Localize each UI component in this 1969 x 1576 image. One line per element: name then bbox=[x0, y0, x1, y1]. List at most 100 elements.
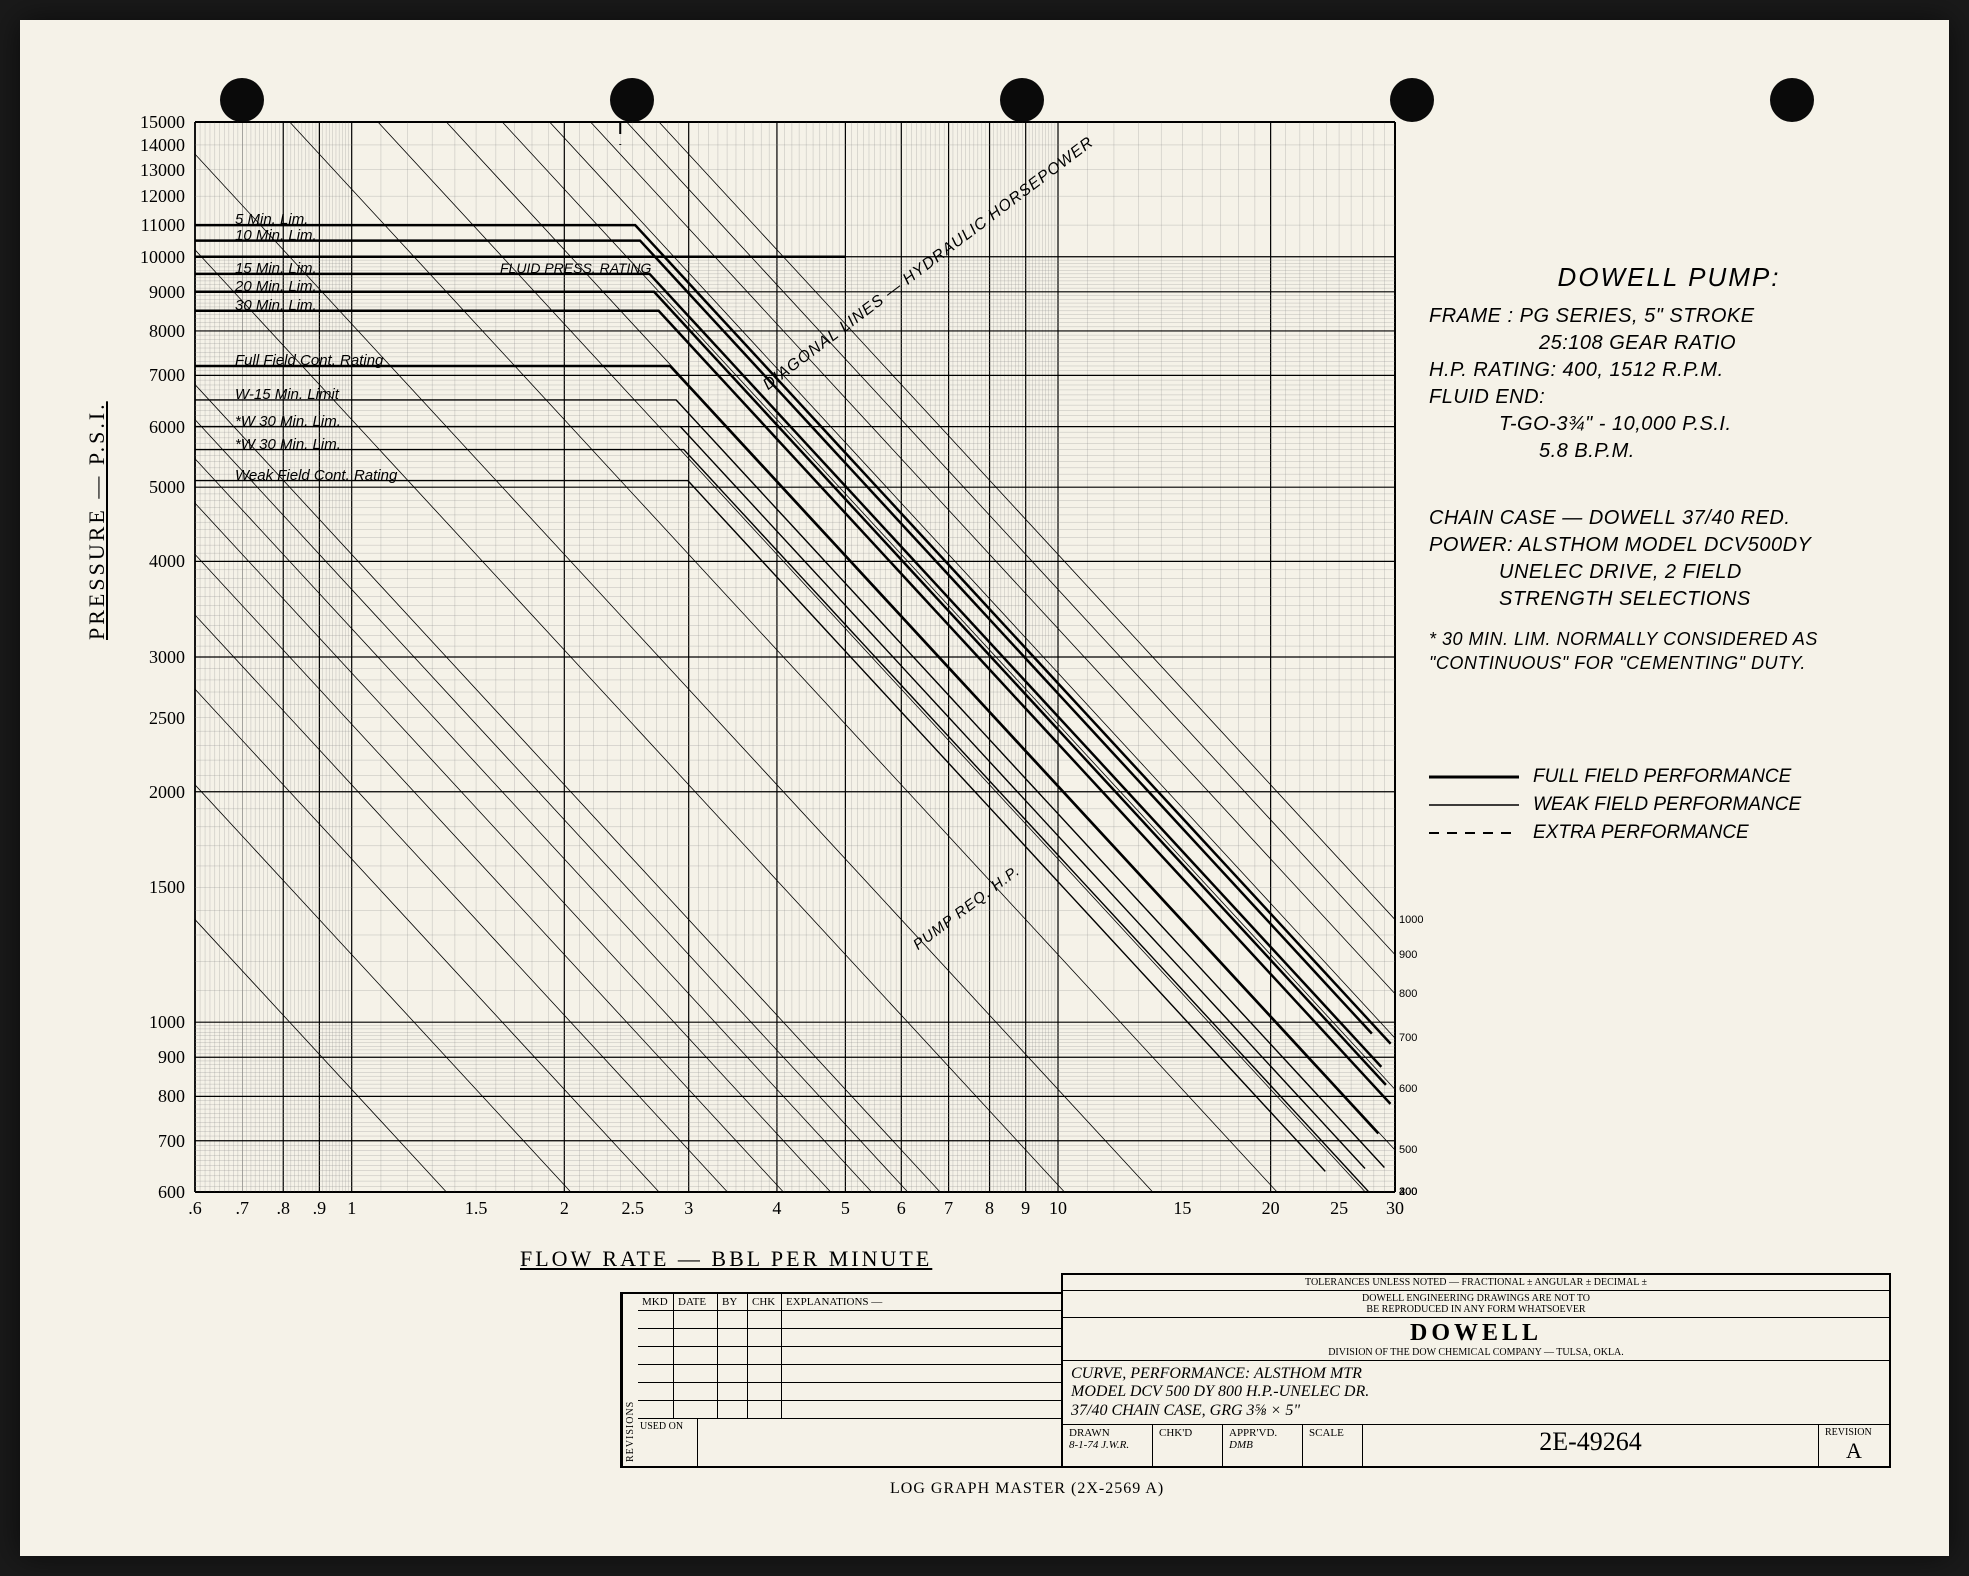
legend-swatch-full bbox=[1429, 772, 1519, 782]
y-tick: 800 bbox=[125, 1086, 185, 1107]
pump-title: DOWELL PUMP: bbox=[1429, 260, 1909, 295]
used-on-label: USED ON bbox=[638, 1419, 698, 1466]
x-tick: .8 bbox=[276, 1198, 290, 1219]
legend-swatch-weak bbox=[1429, 800, 1519, 810]
x-tick: .6 bbox=[188, 1198, 202, 1219]
x-tick: 5 bbox=[841, 1198, 850, 1219]
legend-full-label: FULL FIELD PERFORMANCE bbox=[1533, 766, 1791, 788]
frame-line: FRAME : PG SERIES, 5" STROKE bbox=[1429, 303, 1909, 330]
revision-header-row: MKD DATE BY CHK EXPLANATIONS — bbox=[638, 1294, 1098, 1311]
x-tick: 2.5 bbox=[622, 1198, 645, 1219]
gear-ratio: 25:108 GEAR RATIO bbox=[1429, 330, 1909, 357]
legend-swatch-extra bbox=[1429, 828, 1519, 838]
drawing-number: 2E-49264 bbox=[1363, 1425, 1819, 1466]
x-tick: 30 bbox=[1386, 1198, 1404, 1219]
x-tick: 2 bbox=[560, 1198, 569, 1219]
y-tick: 3000 bbox=[125, 647, 185, 668]
cementing-note: * 30 MIN. LIM. NORMALLY CONSIDERED AS "C… bbox=[1429, 627, 1909, 676]
x-tick: 8 bbox=[985, 1198, 994, 1219]
y-tick: 12000 bbox=[125, 186, 185, 207]
x-tick: 3 bbox=[684, 1198, 693, 1219]
y-tick: 14000 bbox=[125, 135, 185, 156]
y-tick: 13000 bbox=[125, 160, 185, 181]
revision-table: REVISIONS MKD DATE BY CHK EXPLANATIONS —… bbox=[620, 1292, 1100, 1468]
rev-hdr-chk: CHK bbox=[748, 1294, 782, 1310]
x-tick: .9 bbox=[313, 1198, 327, 1219]
revision-value: A bbox=[1825, 1438, 1883, 1464]
chain-case: CHAIN CASE — DOWELL 37/40 RED. bbox=[1429, 505, 1909, 532]
fluid-end-bpm: 5.8 B.P.M. bbox=[1429, 438, 1909, 465]
hp-scale-value: 600 bbox=[1399, 1083, 1417, 1095]
hp-scale-value: 500 bbox=[1399, 1144, 1417, 1156]
legend: FULL FIELD PERFORMANCE WEAK FIELD PERFOR… bbox=[1429, 760, 1909, 850]
title-block: TOLERANCES UNLESS NOTED — FRACTIONAL ± A… bbox=[1061, 1273, 1891, 1468]
y-tick: 15000 bbox=[125, 112, 185, 133]
punch-hole bbox=[1770, 78, 1814, 122]
drawn-label: DRAWN bbox=[1069, 1427, 1146, 1439]
legend-extra-label: EXTRA PERFORMANCE bbox=[1533, 822, 1749, 844]
x-tick: 1.5 bbox=[465, 1198, 488, 1219]
power-line1: POWER: ALSTHOM MODEL DCV500DY bbox=[1429, 532, 1909, 559]
apprvd-value: DMB bbox=[1229, 1439, 1296, 1451]
y-tick: 2000 bbox=[125, 782, 185, 803]
log-graph-master-note: LOG GRAPH MASTER (2X-2569 A) bbox=[890, 1480, 1164, 1498]
y-tick: 1500 bbox=[125, 877, 185, 898]
x-tick: 4 bbox=[772, 1198, 781, 1219]
y-tick: 600 bbox=[125, 1182, 185, 1203]
hp-scale-value: 800 bbox=[1399, 988, 1417, 1000]
company-name: DOWELL bbox=[1069, 1320, 1883, 1347]
scale-label: SCALE bbox=[1303, 1425, 1363, 1466]
fluid-end-label: FLUID END: bbox=[1429, 384, 1909, 411]
rev-hdr-expl: EXPLANATIONS — bbox=[782, 1294, 1098, 1310]
y-tick: 5000 bbox=[125, 477, 185, 498]
y-axis-label: PRESSURE — P.S.I. bbox=[84, 401, 110, 640]
y-tick: 10000 bbox=[125, 247, 185, 268]
apprvd-label: APPR'VD. bbox=[1229, 1427, 1296, 1439]
y-tick: 6000 bbox=[125, 417, 185, 438]
power-line3: STRENGTH SELECTIONS bbox=[1429, 586, 1909, 613]
hp-scale-value: 200 bbox=[1399, 1186, 1417, 1198]
company-division: DIVISION OF THE DOW CHEMICAL COMPANY — T… bbox=[1069, 1347, 1883, 1358]
rev-hdr-date: DATE bbox=[674, 1294, 718, 1310]
x-tick: 1 bbox=[347, 1198, 356, 1219]
rev-hdr-mkd: MKD bbox=[638, 1294, 674, 1310]
proprietary-note-1: DOWELL ENGINEERING DRAWINGS ARE NOT TO bbox=[1069, 1293, 1883, 1304]
x-tick: 15 bbox=[1173, 1198, 1191, 1219]
x-tick: 25 bbox=[1330, 1198, 1348, 1219]
log-log-chart bbox=[150, 110, 1440, 1220]
x-tick: 7 bbox=[944, 1198, 953, 1219]
rev-hdr-by: BY bbox=[718, 1294, 748, 1310]
fluid-end-value: T-GO-3¾" - 10,000 P.S.I. bbox=[1429, 411, 1909, 438]
y-tick: 7000 bbox=[125, 365, 185, 386]
legend-weak-label: WEAK FIELD PERFORMANCE bbox=[1533, 794, 1801, 816]
pump-spec-panel: DOWELL PUMP: FRAME : PG SERIES, 5" STROK… bbox=[1429, 260, 1909, 690]
hp-rating: H.P. RATING: 400, 1512 R.P.M. bbox=[1429, 357, 1909, 384]
x-axis-label: FLOW RATE — BBL PER MINUTE bbox=[520, 1246, 932, 1272]
y-tick: 9000 bbox=[125, 282, 185, 303]
proprietary-note-2: BE REPRODUCED IN ANY FORM WHATSOEVER bbox=[1069, 1304, 1883, 1315]
y-tick: 2500 bbox=[125, 708, 185, 729]
power-line2: UNELEC DRIVE, 2 FIELD bbox=[1429, 559, 1909, 586]
x-tick: .7 bbox=[236, 1198, 250, 1219]
x-tick: 10 bbox=[1049, 1198, 1067, 1219]
x-tick: 6 bbox=[897, 1198, 906, 1219]
y-tick: 8000 bbox=[125, 321, 185, 342]
revision-label: REVISION bbox=[1825, 1427, 1883, 1438]
revisions-side-label: REVISIONS bbox=[622, 1294, 638, 1466]
y-tick: 1000 bbox=[125, 1012, 185, 1033]
curve-title-2: MODEL DCV 500 DY 800 H.P.-UNELEC DR. bbox=[1071, 1383, 1881, 1401]
x-tick: 9 bbox=[1021, 1198, 1030, 1219]
drawn-value: 8-1-74 J.W.R. bbox=[1069, 1439, 1146, 1451]
y-tick: 900 bbox=[125, 1047, 185, 1068]
hp-scale-value: 700 bbox=[1399, 1032, 1417, 1044]
x-tick: 20 bbox=[1262, 1198, 1280, 1219]
curve-title-1: CURVE, PERFORMANCE: ALSTHOM MTR bbox=[1071, 1365, 1881, 1383]
tolerances-note: TOLERANCES UNLESS NOTED — FRACTIONAL ± A… bbox=[1063, 1275, 1889, 1290]
chkd-label: CHK'D bbox=[1153, 1425, 1223, 1466]
curve-title-3: 37/40 CHAIN CASE, GRG 3⅝ × 5" bbox=[1071, 1402, 1881, 1420]
hp-scale-value: 900 bbox=[1399, 949, 1417, 961]
y-tick: 11000 bbox=[125, 215, 185, 236]
hp-scale-value: 1000 bbox=[1399, 914, 1423, 926]
y-tick: 700 bbox=[125, 1131, 185, 1152]
engineering-drawing-page: PRESSURE — P.S.I. FLOW RATE — BBL PER MI… bbox=[20, 20, 1949, 1556]
